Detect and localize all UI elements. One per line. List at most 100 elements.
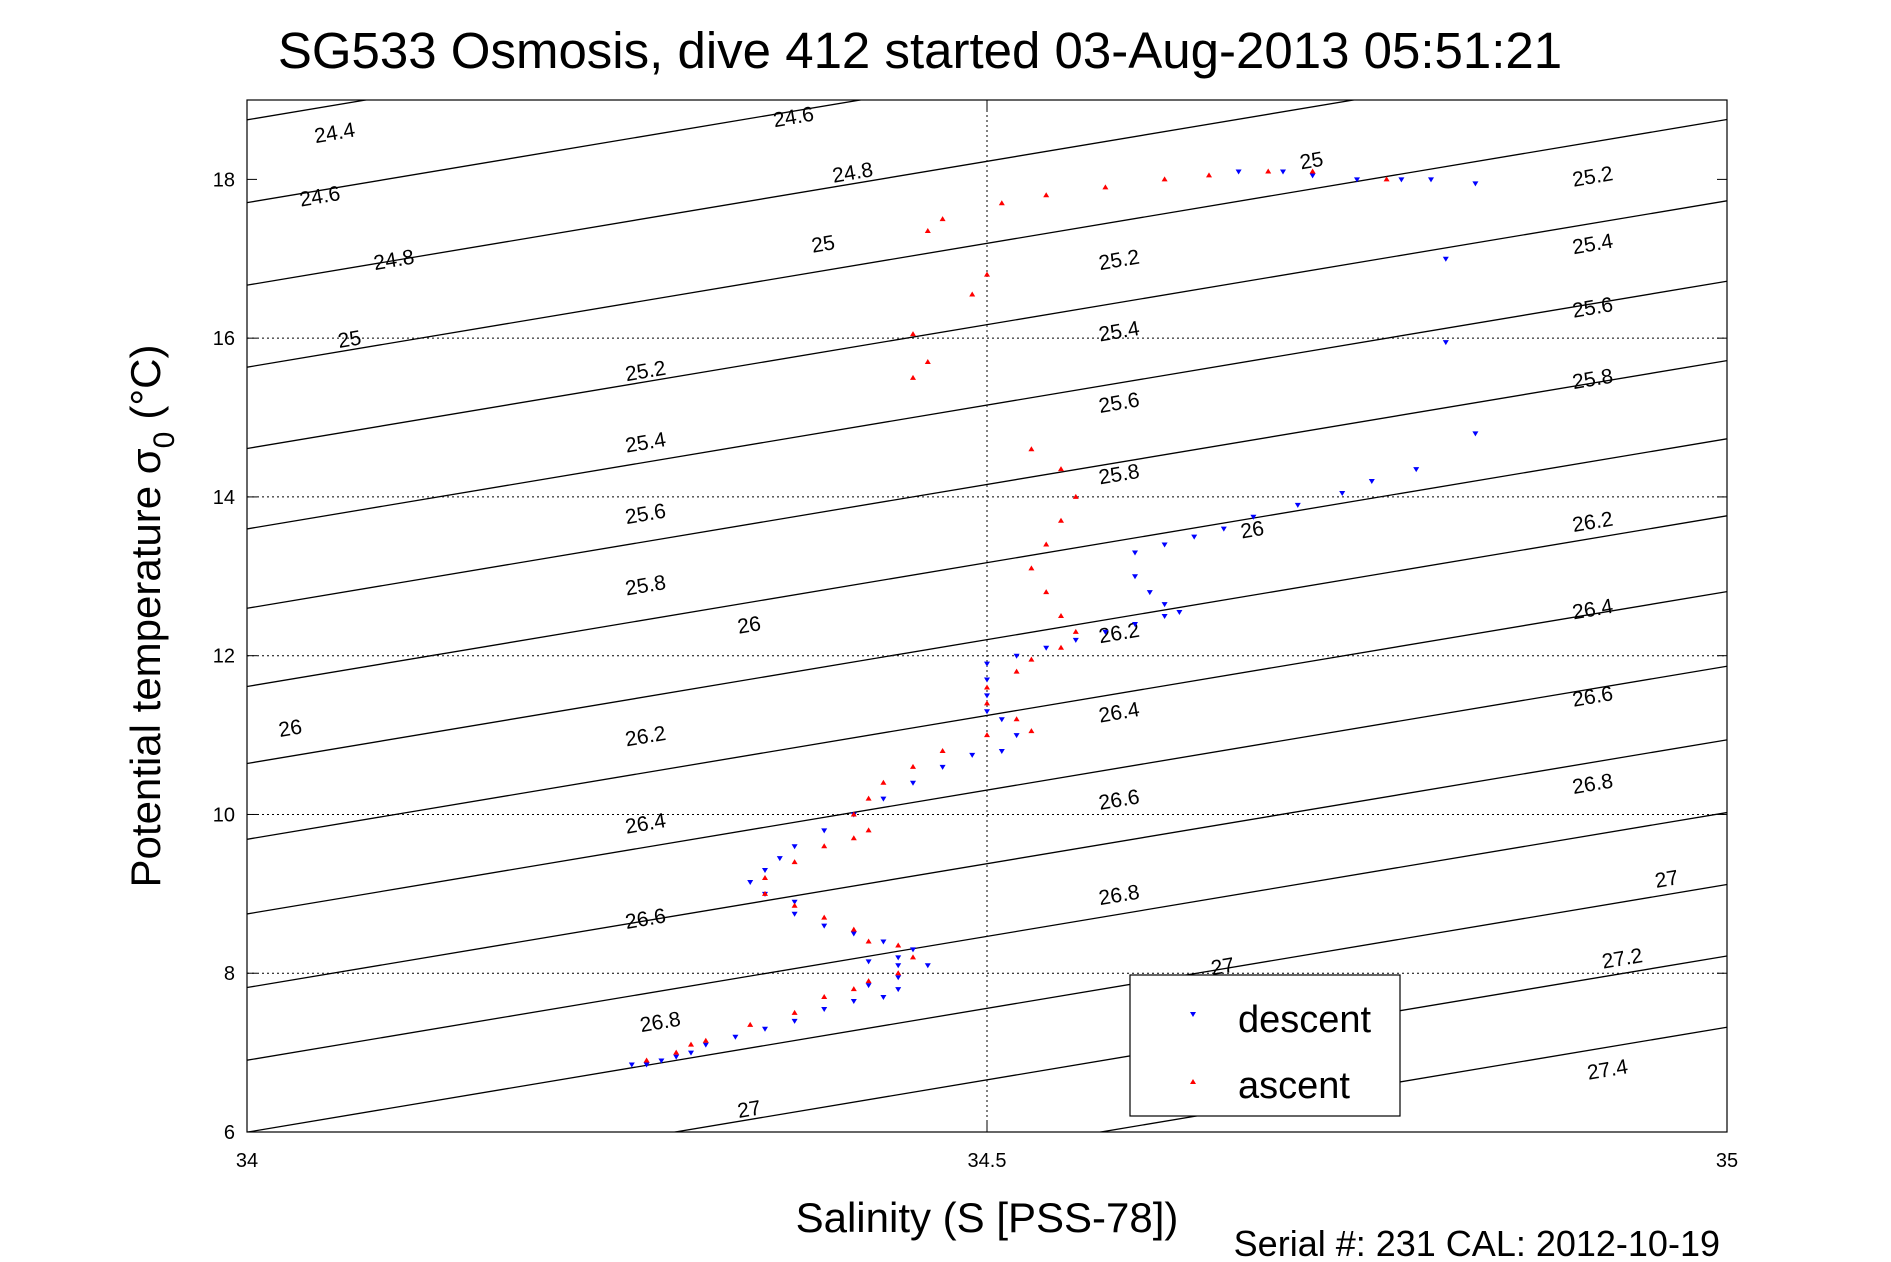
- axis-ticks: 34 34.5 35 6 8 10 12 14 16 18: [213, 100, 1738, 1172]
- descent-point: [924, 963, 931, 969]
- contour-label: 25.4: [1097, 317, 1141, 346]
- y-tick-label: 12: [213, 646, 235, 668]
- contour-label-text: 26.4: [1097, 698, 1141, 727]
- contour-label: 25.4: [1571, 230, 1615, 259]
- legend-descent-marker: [1190, 1012, 1196, 1017]
- descent-point: [880, 939, 887, 945]
- contour-label-text: 24.6: [771, 103, 815, 132]
- density-contour: [247, 280, 1727, 530]
- y-tick-label: 8: [224, 963, 235, 985]
- ascent-point: [1058, 517, 1064, 523]
- density-contour: [247, 665, 1727, 915]
- contour-label: 25: [336, 326, 363, 353]
- ascent-point: [924, 227, 931, 233]
- descent-point: [880, 796, 887, 802]
- descent-point: [984, 661, 990, 667]
- contour-label: 26.6: [1097, 785, 1141, 814]
- contour-label: 27: [736, 1096, 763, 1123]
- density-contour-labels: 24.4 24.6 24.8 25 25.2 25.4 25.6 25.8 26 26 26.2 26…: [277, 103, 1680, 1123]
- descent-point: [1472, 181, 1479, 187]
- contour-label-text: 26.6: [1571, 682, 1615, 711]
- descent-point: [791, 911, 798, 917]
- contour-label: 27.2: [1600, 944, 1644, 973]
- contour-label-text: 24.8: [831, 158, 875, 187]
- ascent-point: [1383, 176, 1390, 182]
- contour-label-text: 26.4: [623, 809, 667, 838]
- x-tick-label: 34.5: [968, 1150, 1007, 1172]
- ascent-point: [984, 700, 990, 706]
- contour-label-text: 24.8: [372, 246, 416, 275]
- descent-point: [747, 879, 754, 885]
- ascent-point: [1072, 628, 1079, 634]
- descent-point: [998, 748, 1005, 754]
- descent-point: [1472, 431, 1479, 437]
- contour-label: 26.6: [623, 904, 667, 933]
- descent-point: [673, 1054, 680, 1060]
- ascent-point: [1058, 613, 1064, 618]
- contour-label-text: 25.2: [1571, 162, 1615, 191]
- ascent-point: [673, 1049, 680, 1055]
- descent-point: [762, 1026, 768, 1032]
- ascent-point: [910, 954, 916, 960]
- descent-point: [865, 959, 872, 965]
- contour-label: 25.2: [1097, 246, 1141, 275]
- descent-point: [762, 868, 768, 874]
- ascent-point: [998, 200, 1005, 206]
- descent-point: [628, 1062, 635, 1068]
- descent-point: [776, 856, 783, 862]
- descent-point: [895, 987, 902, 993]
- contour-label-text: 25.8: [1571, 365, 1615, 394]
- descent-point: [1132, 574, 1138, 580]
- contour-label: 26: [277, 715, 304, 742]
- descent-point: [1398, 177, 1405, 183]
- ascent-point: [1058, 644, 1064, 650]
- density-contours: [247, 100, 1727, 1132]
- density-contour: [247, 100, 865, 204]
- contour-label-text: 25.6: [623, 500, 667, 529]
- serial-cal-footer: Serial #: 231 CAL: 2012-10-19: [1234, 1223, 1720, 1262]
- contour-label: 26.8: [638, 1008, 682, 1037]
- ascent-point: [1028, 565, 1035, 571]
- descent-point: [1191, 534, 1198, 540]
- density-contour: [247, 811, 1727, 1061]
- contour-label: 24.6: [771, 103, 815, 132]
- descent-point: [821, 828, 828, 834]
- contour-label: 24.4: [313, 119, 357, 148]
- contour-label: 25.8: [1571, 365, 1615, 394]
- descent-point: [688, 1050, 694, 1056]
- ascent-point: [850, 811, 857, 817]
- y-axis-label-subscript: 0: [148, 432, 181, 449]
- ascent-point: [791, 1009, 798, 1015]
- descent-point: [1013, 733, 1020, 739]
- descent-point: [895, 963, 902, 969]
- density-contour: [247, 359, 1727, 609]
- contour-label: 26: [736, 612, 763, 639]
- contour-label-text: 25.4: [1097, 317, 1141, 346]
- y-tick-label: 16: [213, 328, 235, 350]
- contour-label-text: 27.4: [1585, 1055, 1629, 1084]
- descent-point: [732, 1034, 739, 1040]
- legend-box: [1129, 974, 1401, 1117]
- legend-descent-label: descent: [1238, 999, 1372, 1041]
- legend-ascent-label: ascent: [1238, 1065, 1350, 1107]
- density-contour: [247, 438, 1727, 688]
- svg-text:Potential temperature σ0(°C): Potential temperature σ0 (°C): [122, 345, 181, 888]
- ascent-point: [895, 970, 902, 976]
- contour-label: 26: [1239, 517, 1266, 544]
- contour-label: 25.6: [623, 500, 667, 529]
- descent-point: [791, 1018, 798, 1024]
- contour-label: 24.8: [831, 158, 875, 187]
- descent-point: [850, 999, 857, 1005]
- contour-label-text: 25.2: [1097, 246, 1141, 275]
- descent-point: [880, 995, 887, 1001]
- contour-label-text: 25: [1298, 148, 1325, 175]
- contour-label: 25.6: [1097, 388, 1141, 417]
- descent-point: [1294, 502, 1301, 508]
- ascent-point: [895, 942, 902, 948]
- contour-label-text: 27: [736, 1096, 763, 1123]
- contour-label: 25.6: [1571, 293, 1615, 322]
- contour-label-text: 25.6: [1097, 388, 1141, 417]
- x-tick-label: 35: [1716, 1150, 1738, 1172]
- descent-point: [1132, 621, 1138, 627]
- contour-label: 27.4: [1585, 1055, 1629, 1084]
